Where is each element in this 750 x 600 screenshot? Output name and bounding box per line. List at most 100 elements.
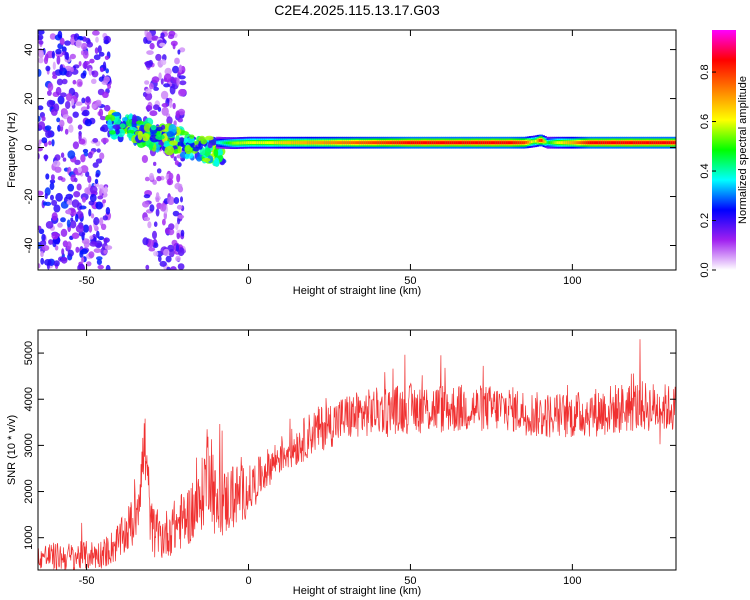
spectrogram-cell	[668, 141, 672, 145]
spectrogram-cell	[153, 251, 159, 257]
spectrogram-cell	[251, 141, 254, 145]
spectrogram-cell	[162, 218, 166, 226]
spectrogram-cell	[319, 141, 322, 145]
spectrogram-cell	[462, 141, 466, 145]
spectrogram-cell	[544, 140, 547, 144]
spectrogram-cell	[59, 37, 65, 46]
spectrogram-cell	[59, 64, 64, 72]
spectrogram-cell	[381, 141, 384, 145]
spectrogram-cell	[174, 57, 180, 65]
spectrogram-cell	[202, 157, 211, 162]
spectrogram-cell	[416, 141, 419, 145]
spectrogram-cell	[286, 141, 289, 145]
spectrogram-cell	[77, 124, 83, 130]
spectrogram-cell	[348, 141, 351, 145]
spectrogram-cell	[323, 141, 326, 145]
spectrogram-cell	[577, 141, 580, 145]
spectrogram-cell	[54, 245, 59, 251]
spectrogram-cell	[610, 141, 613, 145]
spectrogram-cell	[622, 141, 625, 145]
spectrogram-cell	[175, 110, 180, 119]
spectrogram-cell	[48, 140, 52, 146]
spectrogram-cell	[172, 210, 180, 217]
spectrogram-cell	[38, 48, 43, 53]
spectrogram-cell	[146, 32, 153, 41]
spectrogram-cell	[579, 141, 582, 145]
spectrogram-cell	[102, 61, 107, 71]
spectrogram-cell	[52, 61, 56, 70]
spectrogram-cell	[56, 78, 64, 86]
spectrogram-cell	[82, 148, 89, 154]
spectrogram-cell	[476, 141, 479, 145]
spectrogram-cell	[80, 154, 86, 163]
spectrogram-cell	[178, 64, 183, 74]
spectrogram-cell	[674, 141, 676, 145]
spectrogram-cell	[241, 141, 244, 145]
spectrogram-cell	[142, 133, 150, 142]
spectrogram-cell	[645, 141, 648, 145]
spectrogram-cell	[156, 168, 162, 174]
spectrogram-cell	[270, 141, 273, 145]
spectrogram-cell	[41, 233, 46, 242]
spectrogram-cell	[220, 141, 223, 145]
spectrogram-cell	[218, 141, 221, 145]
spectrogram-cell	[166, 131, 175, 138]
spectrogram-cell	[67, 249, 74, 257]
spectrogram-cell	[179, 47, 186, 53]
spectrogram-cell	[104, 104, 111, 112]
spectrogram-cell	[663, 141, 666, 145]
spectrogram-cell	[141, 155, 148, 163]
spectrogram-cell	[61, 248, 65, 256]
spectrogram-cell	[165, 255, 172, 263]
spectrogram-cell	[53, 204, 61, 213]
spectrogram-cell	[196, 156, 203, 162]
spectrogram-cell	[131, 114, 137, 125]
spectrogram-cell	[89, 241, 98, 247]
spectrogram-cell	[164, 145, 175, 156]
spectrogram-cell	[517, 141, 520, 145]
spectrogram-cell	[256, 141, 260, 145]
spectrogram-x-tick-label: -50	[79, 275, 95, 287]
spectrogram-cell	[249, 141, 252, 145]
spectrogram-cell	[97, 195, 104, 200]
spectrogram-cell	[38, 225, 42, 231]
spectrogram-cell	[472, 141, 475, 145]
spectrogram-cell	[373, 141, 376, 145]
spectrogram-cell	[602, 141, 606, 145]
spectrogram-cell	[172, 43, 176, 50]
spectrogram-cell	[163, 140, 170, 147]
spectrogram-cell	[173, 156, 177, 162]
spectrogram-cell	[86, 261, 92, 267]
spectrogram-cell	[64, 128, 69, 135]
snr-frame	[37, 329, 677, 571]
spectrogram-x-tick-label: 50	[404, 275, 416, 287]
spectrogram-cell	[581, 141, 584, 145]
spectrogram-cell	[159, 203, 167, 212]
spectrogram-cell	[89, 185, 98, 194]
spectrogram-cell	[443, 141, 446, 145]
spectrogram-cell	[484, 141, 487, 145]
spectrogram-cell	[665, 141, 668, 145]
spectrogram-cell	[60, 256, 68, 264]
spectrogram-cell	[445, 141, 448, 145]
spectrogram-cell	[389, 141, 392, 145]
spectrogram-cell	[227, 141, 231, 145]
spectrogram-cell	[169, 99, 173, 108]
spectrogram-cell	[72, 141, 79, 150]
spectrogram-cell	[435, 141, 438, 145]
colorbar-tick-label: 0.8	[699, 64, 711, 79]
spectrogram-cell	[499, 141, 503, 145]
spectrogram-cell	[492, 141, 495, 145]
spectrogram-cell	[119, 123, 126, 129]
spectrogram-cell	[103, 39, 110, 45]
spectrogram-cell	[150, 124, 157, 131]
spectrogram-cell	[38, 263, 41, 269]
spectrogram-cell	[95, 201, 103, 210]
spectrogram-cell	[73, 191, 81, 198]
spectrogram-cell	[628, 141, 631, 145]
spectrogram-cell	[48, 239, 54, 245]
spectrogram-cell	[661, 141, 664, 145]
spectrogram-cell	[153, 86, 160, 91]
spectrogram-cell	[231, 141, 234, 145]
spectrogram-cell	[167, 196, 175, 206]
